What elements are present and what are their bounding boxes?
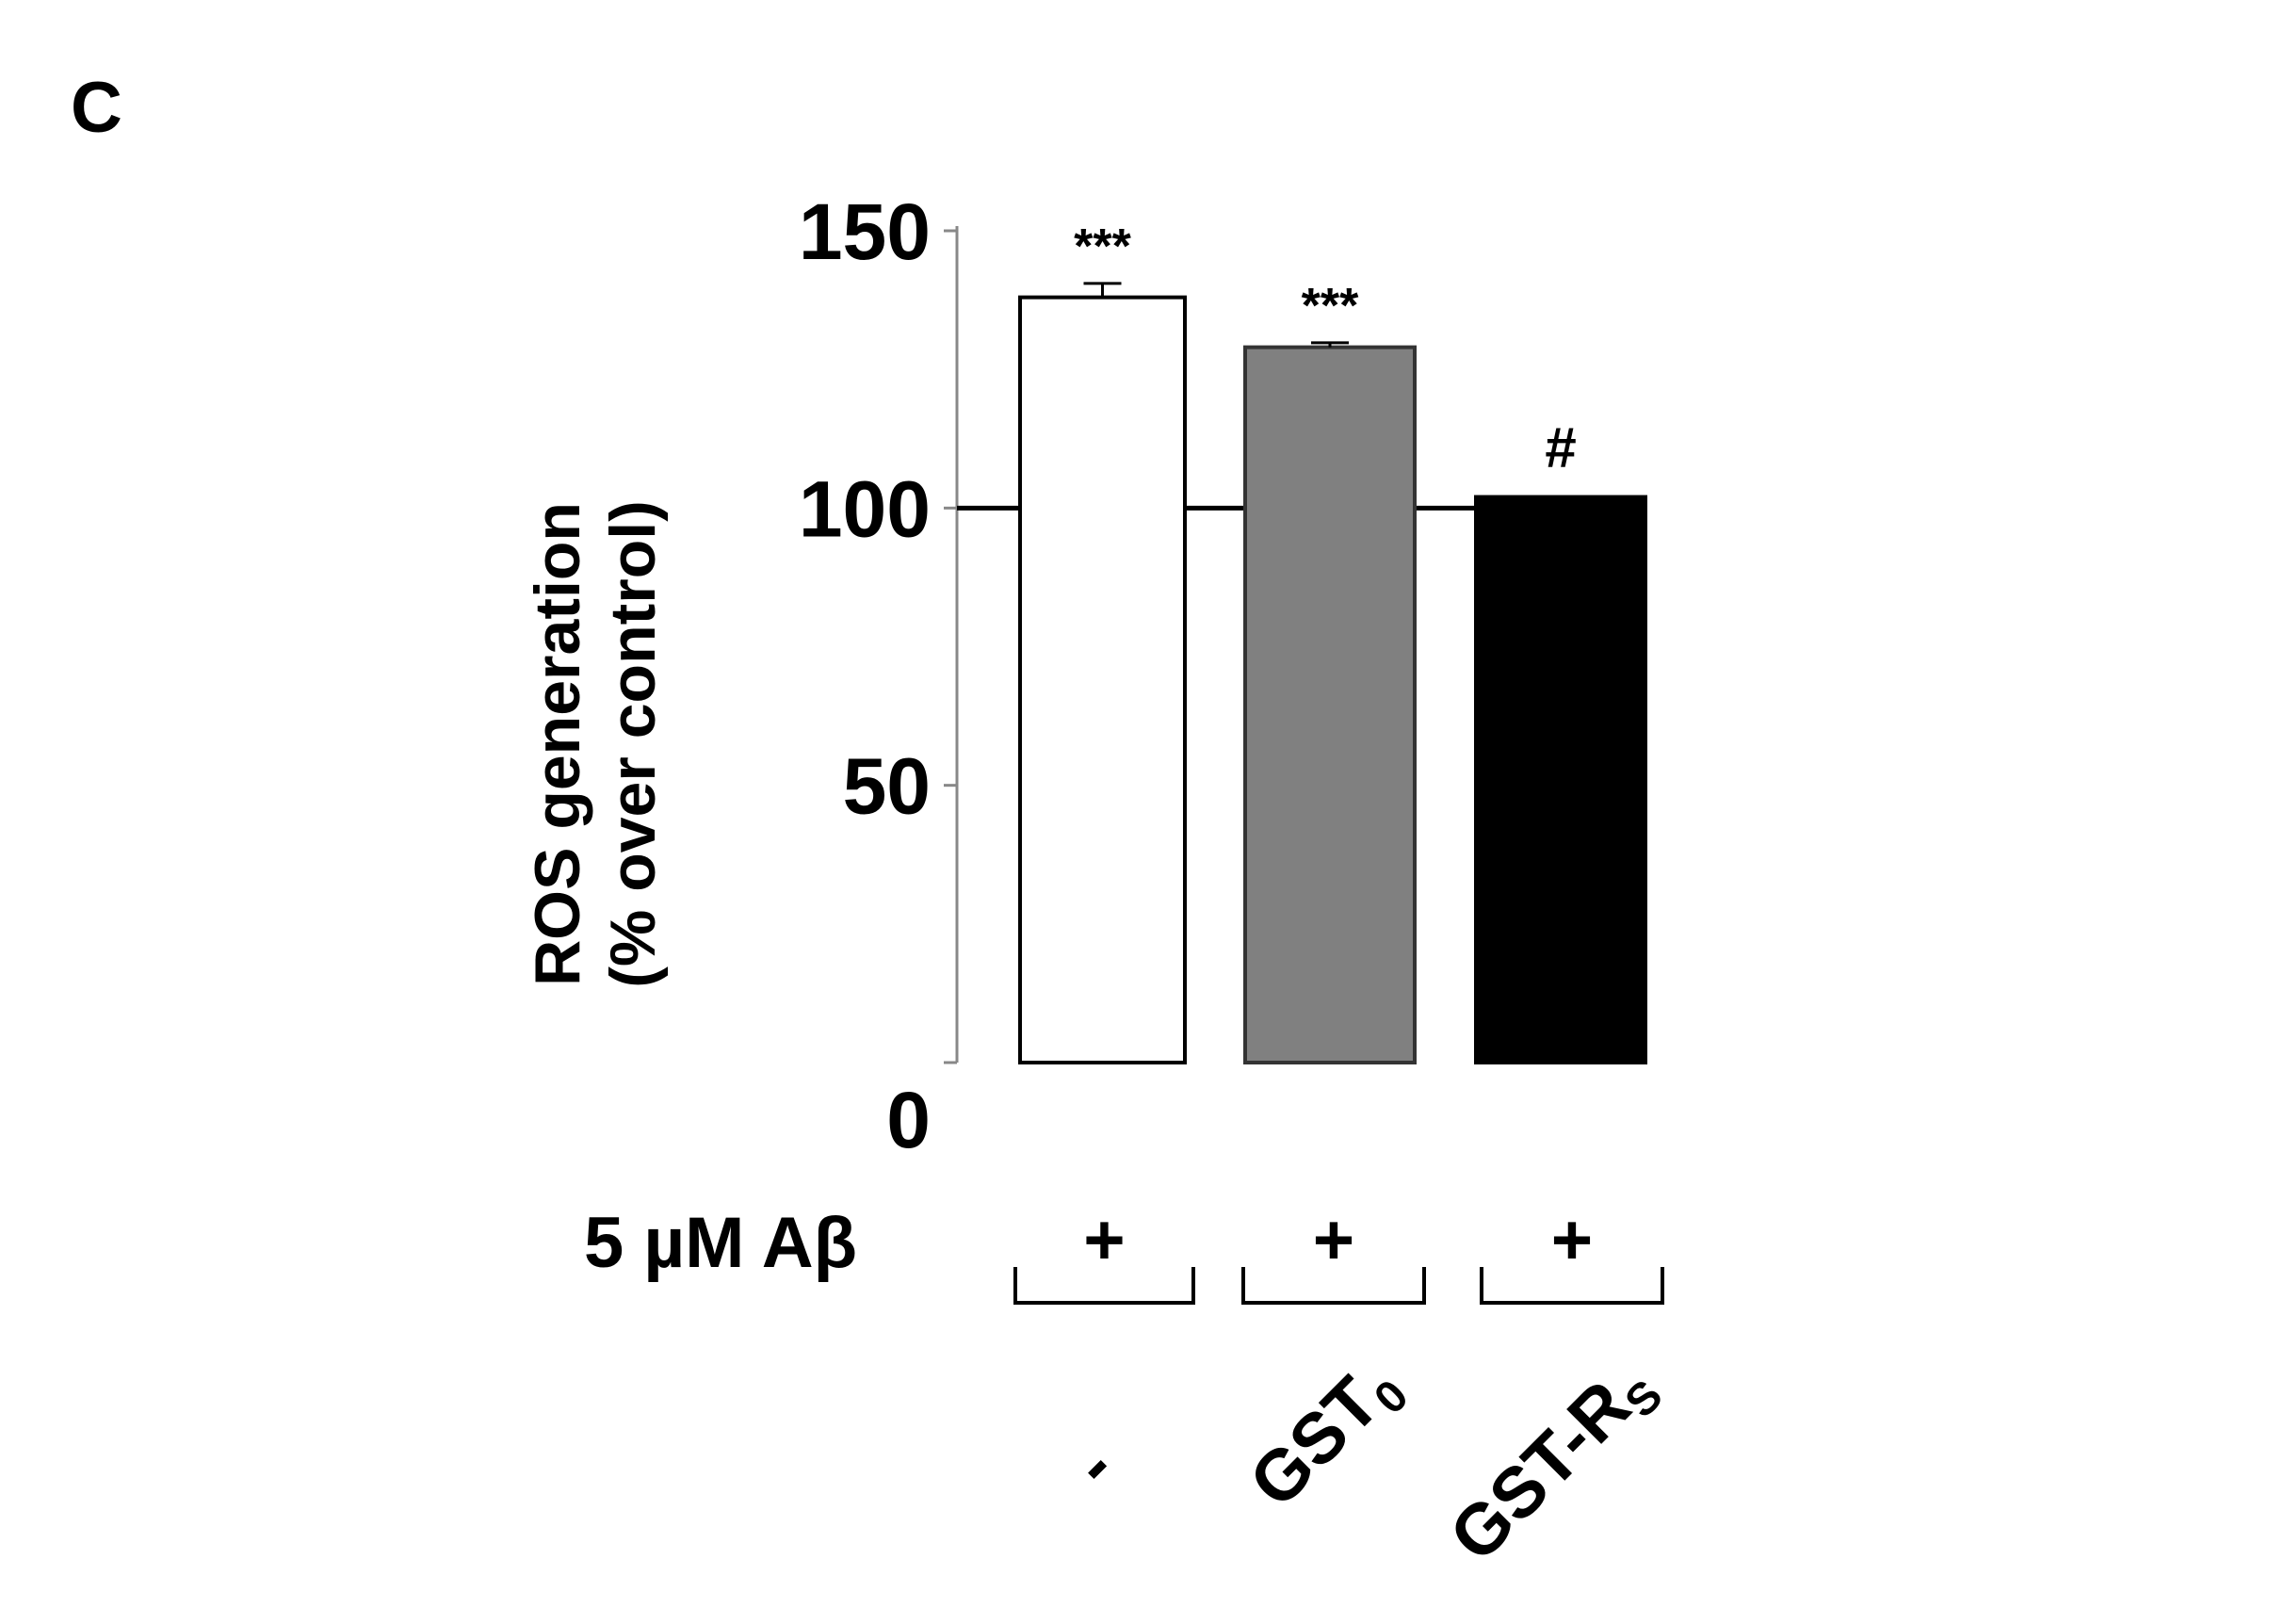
y-axis-title-line-1: ROS generation	[522, 502, 593, 986]
panel-label: C	[71, 68, 122, 148]
y-axis-title: ROS generation (% over control)	[522, 500, 669, 988]
x-category-label: GST0	[1235, 1344, 1418, 1528]
treatment-marks: + + +	[1013, 1200, 1664, 1305]
y-axis-title-line-2: (% over control)	[597, 500, 669, 988]
treatment-plus: +	[1313, 1200, 1354, 1280]
treatment-bracket	[1013, 1267, 1195, 1305]
treatment-plus: +	[1083, 1200, 1125, 1280]
significance-stars: ***	[1302, 279, 1359, 333]
x-category-label-text: -	[1057, 1429, 1130, 1502]
y-tick-label: 0	[886, 1076, 931, 1164]
x-category-label-subscript: S	[1616, 1371, 1673, 1427]
y-tick-label: 100	[799, 464, 931, 553]
x-category-label: -	[1057, 1429, 1130, 1502]
significance-stars: ***	[1074, 219, 1131, 274]
x-category-label-text: GST-RS	[1434, 1344, 1673, 1583]
y-tick-label: 50	[843, 742, 931, 831]
bar	[1243, 345, 1417, 1064]
x-category-label: GST-RS	[1434, 1344, 1673, 1583]
bars	[1018, 282, 1647, 1064]
significance-annotations: *** *** #	[1074, 219, 1577, 479]
treatment-bracket	[1241, 1267, 1426, 1305]
x-category-label-text: GST0	[1235, 1344, 1418, 1528]
treatment-label: 5 µM Aβ	[584, 1203, 857, 1283]
bar	[1018, 295, 1187, 1064]
x-category-label-subscript: 0	[1365, 1371, 1418, 1423]
x-axis-category-labels: - GST0 GST-RS	[1057, 1344, 1673, 1583]
treatment-bracket	[1480, 1267, 1664, 1305]
y-axis-ticks: 0 50 100 150	[799, 187, 957, 1164]
treatment-plus: +	[1551, 1200, 1593, 1280]
y-tick-label: 150	[799, 187, 931, 276]
bar	[1474, 495, 1647, 1064]
significance-hash: #	[1545, 416, 1576, 479]
